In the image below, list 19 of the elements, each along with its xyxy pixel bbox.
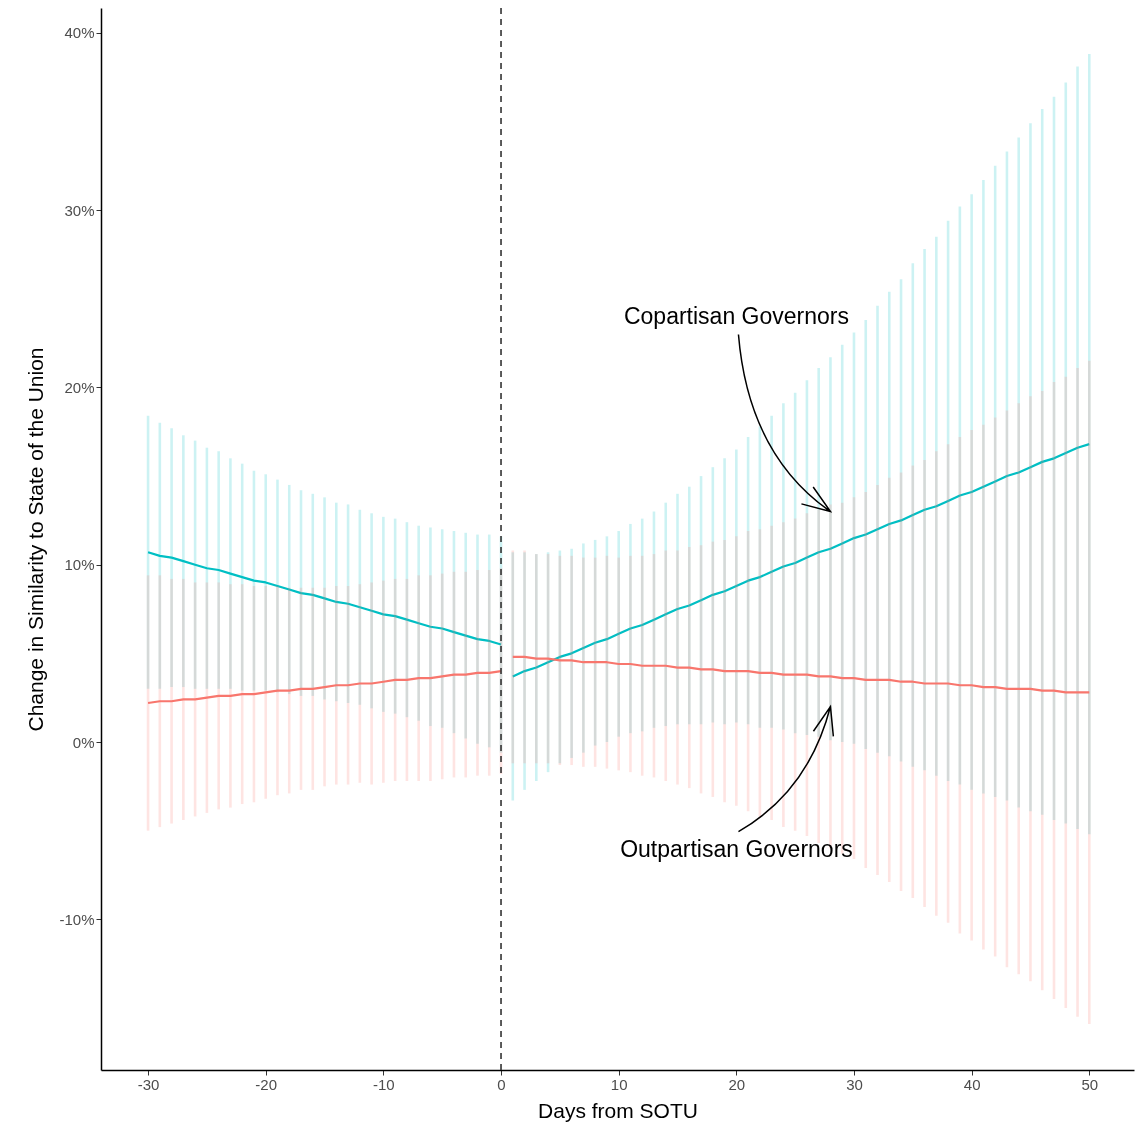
y-tick-label: 30% <box>64 201 95 219</box>
annotation: Copartisan Governors <box>623 302 849 329</box>
x-tick-label: -10 <box>373 1075 395 1093</box>
x-tick-label: 0 <box>497 1075 506 1093</box>
y-tick-label: 10% <box>64 556 95 574</box>
y-tick-label: -10% <box>59 910 95 928</box>
annotation: Outpartisan Governors <box>620 835 853 862</box>
y-tick-label: 0% <box>72 733 95 751</box>
x-tick-label: -20 <box>255 1075 278 1093</box>
y-tick-label: 20% <box>64 378 95 396</box>
x-tick-label: 30 <box>846 1075 863 1093</box>
x-axis-title: Days from SOTU <box>538 1098 698 1122</box>
y-tick-label: 40% <box>64 24 95 42</box>
x-tick-label: 10 <box>610 1075 628 1093</box>
x-tick-label: 40 <box>963 1075 981 1093</box>
x-tick-label: 50 <box>1081 1075 1099 1093</box>
x-tick-label: -30 <box>137 1075 160 1093</box>
x-tick-label: 20 <box>728 1075 746 1093</box>
y-axis-title: Change in Similarity to State of the Union <box>24 347 48 732</box>
